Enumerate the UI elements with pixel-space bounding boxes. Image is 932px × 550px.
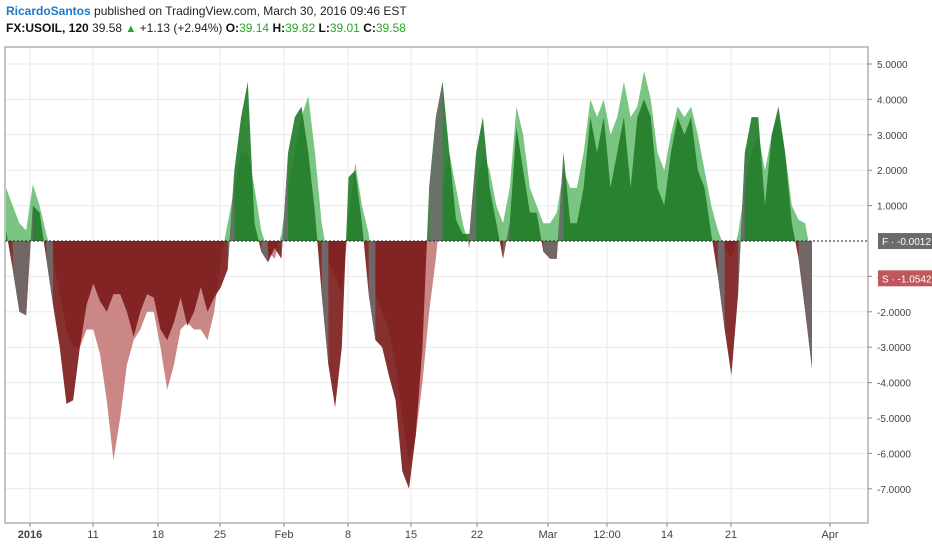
divergence-area [798, 241, 806, 312]
x-tick-label: 22 [471, 529, 483, 541]
divergence-area [556, 152, 564, 259]
y-tick-label: -4.0000 [877, 379, 911, 390]
published-text: published on TradingView.com, March 30, … [94, 4, 407, 18]
author-link[interactable]: RicardoSantos [6, 4, 91, 18]
close-value: 39.58 [375, 21, 406, 35]
divergence-area [805, 241, 812, 369]
y-tick-label: 3.0000 [877, 131, 908, 142]
x-tick-label: Mar [539, 529, 558, 541]
y-tick-label: -7.0000 [877, 485, 911, 496]
high-value: 39.82 [285, 21, 316, 35]
low-value: 39.01 [329, 21, 360, 35]
divergence-area [550, 241, 557, 259]
x-tick-label: Feb [275, 529, 294, 541]
fast-series-up-area [557, 99, 713, 242]
fast-series-down-area [712, 241, 741, 376]
x-tick-label: 21 [725, 529, 737, 541]
fast-series-up-area [506, 127, 542, 241]
open-value: 39.14 [239, 21, 270, 35]
y-tick-label: -5.0000 [877, 414, 911, 425]
x-tick-label: 2016 [18, 529, 42, 541]
fast-series-up-area [426, 81, 500, 241]
divergence-area [46, 241, 54, 305]
price-change: +1.13 (+2.94%) [139, 21, 223, 35]
time-axis[interactable]: 2016 11 18 25 Feb 8 15 22 Mar 12:00 14 21 Apr [18, 523, 839, 541]
divergence-area [227, 170, 235, 270]
y-tick-label: -2.0000 [877, 308, 911, 319]
tag-label: S · -1.0542 [882, 274, 932, 285]
divergence-area [435, 81, 443, 241]
divergence-area [368, 241, 376, 341]
y-tick-label: 2.0000 [877, 166, 908, 177]
divergence-area [543, 241, 551, 259]
fast-series-down-area [43, 241, 230, 404]
divergence-area [261, 241, 268, 263]
y-tick-label: -3.0000 [877, 343, 911, 354]
divergence-area [321, 241, 329, 365]
x-tick-label: 8 [345, 529, 351, 541]
slow-series-down-area [467, 241, 471, 249]
fast-series-up-area [740, 106, 796, 241]
last-value-tag-s: S · -1.0542 [878, 270, 932, 287]
x-tick-label: 14 [661, 529, 673, 541]
divergence-area [19, 241, 27, 316]
fast-series-down-area [363, 241, 427, 489]
plot-border [4, 46, 869, 524]
x-tick-label: 15 [405, 529, 417, 541]
divergence-area [717, 241, 725, 330]
divergence-area [12, 241, 20, 312]
divergence-area [26, 205, 33, 316]
last-value-tags: F · -0.0012 S · -1.0542 [878, 233, 932, 287]
tag-bg [878, 270, 932, 287]
divergence-area [469, 152, 477, 241]
divergence-area [738, 152, 745, 295]
y-tick-label: 5.0000 [877, 60, 908, 71]
x-tick-label: 12:00 [593, 529, 621, 541]
tag-label: F · -0.0012 [882, 237, 931, 248]
fast-series-up-area [229, 81, 259, 241]
chart-header: RicardoSantos published on TradingView.c… [6, 3, 932, 38]
last-price: 39.58 [92, 21, 123, 35]
x-tick-label: Apr [821, 529, 838, 541]
fast-series-up-area [30, 205, 44, 241]
fast-series-up-area [346, 170, 364, 241]
y-tick-label: 4.0000 [877, 95, 908, 106]
x-tick-label: 18 [152, 529, 164, 541]
close-label: C: [363, 21, 376, 35]
open-label: O: [225, 21, 240, 35]
x-tick-label: 25 [214, 529, 226, 541]
up-triangle-icon: ▲ [125, 23, 137, 35]
publish-line: RicardoSantos published on TradingView.c… [6, 3, 932, 20]
high-label: H: [272, 21, 286, 35]
tag-bg [878, 233, 932, 250]
fast-series-up-area [282, 106, 318, 241]
plot-frame [4, 46, 869, 524]
symbol-label[interactable]: FX:USOIL, 120 [6, 21, 89, 35]
area-series [6, 71, 812, 489]
last-value-tag-f: F · -0.0012 [878, 233, 932, 250]
y-tick-label: -6.0000 [877, 449, 911, 460]
divergence-area [429, 117, 436, 241]
low-label: L: [318, 21, 330, 35]
x-tick-label: 11 [87, 529, 98, 541]
divergence-area [281, 152, 289, 259]
grid [5, 47, 868, 523]
ohlc-line: FX:USOIL, 120 39.58 ▲ +1.13 (+2.94%) O:3… [6, 20, 932, 38]
y-tick-label: 1.0000 [877, 202, 908, 213]
fast-series-up-area [6, 230, 8, 241]
